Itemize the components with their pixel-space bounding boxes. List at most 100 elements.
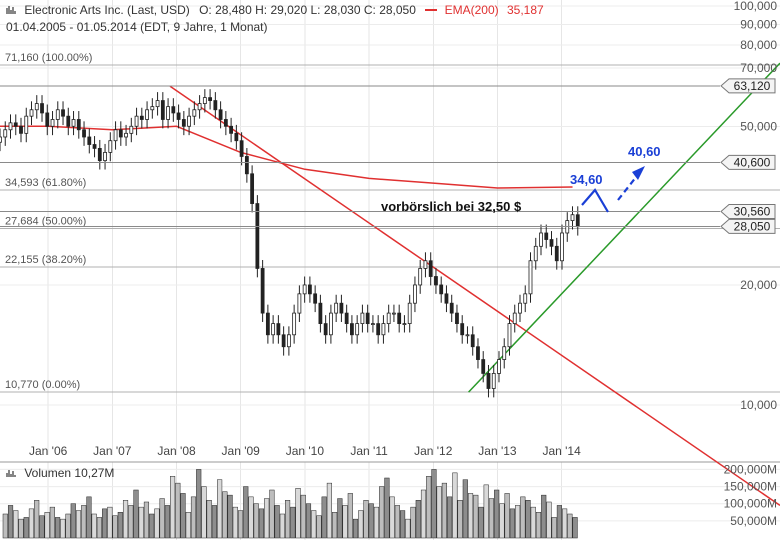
candle-body	[460, 323, 465, 336]
volume-bar	[75, 510, 82, 539]
y-tick-label: 10,000	[740, 398, 777, 412]
volume-bar	[389, 496, 395, 539]
annotation-arrowhead	[632, 166, 645, 180]
candle-body	[470, 334, 475, 348]
candle-body	[371, 323, 375, 326]
volume-bar	[112, 515, 118, 539]
candle-body	[575, 214, 580, 228]
volume-bar	[65, 513, 71, 539]
x-tick-label: Jan '08	[157, 444, 196, 458]
candle-body	[491, 373, 496, 389]
candle-body	[560, 232, 564, 262]
volume-bar	[305, 503, 312, 539]
candle-body	[87, 136, 92, 145]
candle-body	[108, 140, 113, 153]
volume-bar	[196, 469, 202, 539]
volume-bar	[237, 510, 244, 539]
candle-body	[281, 334, 286, 348]
volume-bar	[499, 503, 505, 539]
candle-body	[465, 334, 470, 337]
volume-bar	[431, 469, 437, 539]
candle-body	[13, 122, 18, 127]
candle-body	[229, 125, 234, 134]
candle-body	[92, 144, 97, 149]
volume-bar	[60, 518, 66, 539]
volume-bar	[452, 472, 458, 539]
candle-body	[481, 359, 486, 374]
candle-body	[423, 260, 428, 269]
candle-body	[192, 109, 197, 117]
candle-body	[45, 112, 50, 127]
volume-bar	[253, 503, 259, 539]
candle-body	[260, 268, 265, 314]
ohlc-values: O: 28,480 H: 29,020 L: 28,030 C: 28,050	[199, 3, 416, 17]
volume-bar	[530, 506, 536, 539]
candle-body	[407, 302, 412, 325]
volume-bar	[473, 494, 479, 539]
candle-body	[82, 129, 86, 138]
candle-body	[71, 119, 76, 127]
candle-body	[265, 312, 270, 336]
fib-level-label: 34,593 (61.80%)	[5, 177, 86, 189]
candle-body	[539, 232, 543, 247]
candle-body	[297, 293, 302, 314]
y-tick-label: 90,000	[740, 17, 777, 31]
volume-bar	[190, 496, 197, 539]
candle-body	[570, 214, 575, 222]
volume-bar	[462, 479, 468, 539]
annotation-premarket: vorbörslich bei 32,50 $	[381, 199, 522, 214]
candle-body	[307, 284, 312, 295]
volume-bar	[96, 517, 102, 539]
price-box	[720, 218, 776, 234]
volume-bar	[264, 498, 270, 539]
volume-bar	[55, 517, 61, 539]
volume-bar	[201, 486, 207, 539]
price-box-label: 63,120	[734, 79, 771, 93]
fib-level-label: 10,770 (0.00%)	[5, 379, 80, 391]
candle-body	[344, 312, 349, 325]
candle-body	[160, 100, 165, 120]
candle-body	[376, 323, 381, 336]
volume-bar	[154, 508, 160, 539]
candle-body	[134, 115, 139, 127]
candle-body	[3, 129, 8, 138]
volume-bar	[488, 498, 495, 539]
candle-body	[24, 115, 29, 134]
y-tick-label: 80,000	[740, 38, 777, 52]
volume-bar	[164, 505, 170, 539]
candle-body	[418, 268, 423, 286]
volume-bar	[7, 505, 14, 539]
candle-body	[339, 302, 344, 314]
candle-body	[476, 346, 480, 360]
candle-body	[334, 302, 339, 314]
candle-body	[239, 140, 244, 157]
volume-bar	[143, 501, 150, 539]
volume-bar	[504, 493, 510, 539]
volume-tick-label: 50,000M	[730, 514, 777, 528]
volume-bar	[326, 482, 332, 539]
candle-body	[518, 302, 522, 314]
ema-value: 35,187	[506, 3, 544, 17]
volume-bar	[269, 489, 275, 539]
volume-bar	[248, 496, 254, 539]
candle-body	[66, 115, 71, 127]
candle-body	[50, 119, 55, 127]
volume-bar	[520, 496, 526, 539]
annotation-path	[581, 188, 609, 213]
volume-bar	[556, 505, 562, 539]
volume-bar	[185, 512, 191, 539]
candle-body	[329, 312, 333, 336]
price-box-label: 30,560	[734, 205, 771, 219]
volume-bar	[180, 493, 186, 539]
volume-bar	[258, 508, 265, 539]
volume-bar	[159, 498, 165, 539]
volume-bar	[546, 501, 552, 539]
volume-bar	[117, 512, 123, 539]
candle-body	[113, 129, 118, 142]
fib-level-label: 22,155 (38.20%)	[5, 254, 86, 266]
price-box-label: 40,600	[734, 155, 771, 169]
volume-bar	[13, 510, 19, 539]
candle-body	[355, 323, 360, 336]
volume-tick-label: 200,000M	[724, 462, 777, 476]
volume-bar	[23, 517, 29, 539]
